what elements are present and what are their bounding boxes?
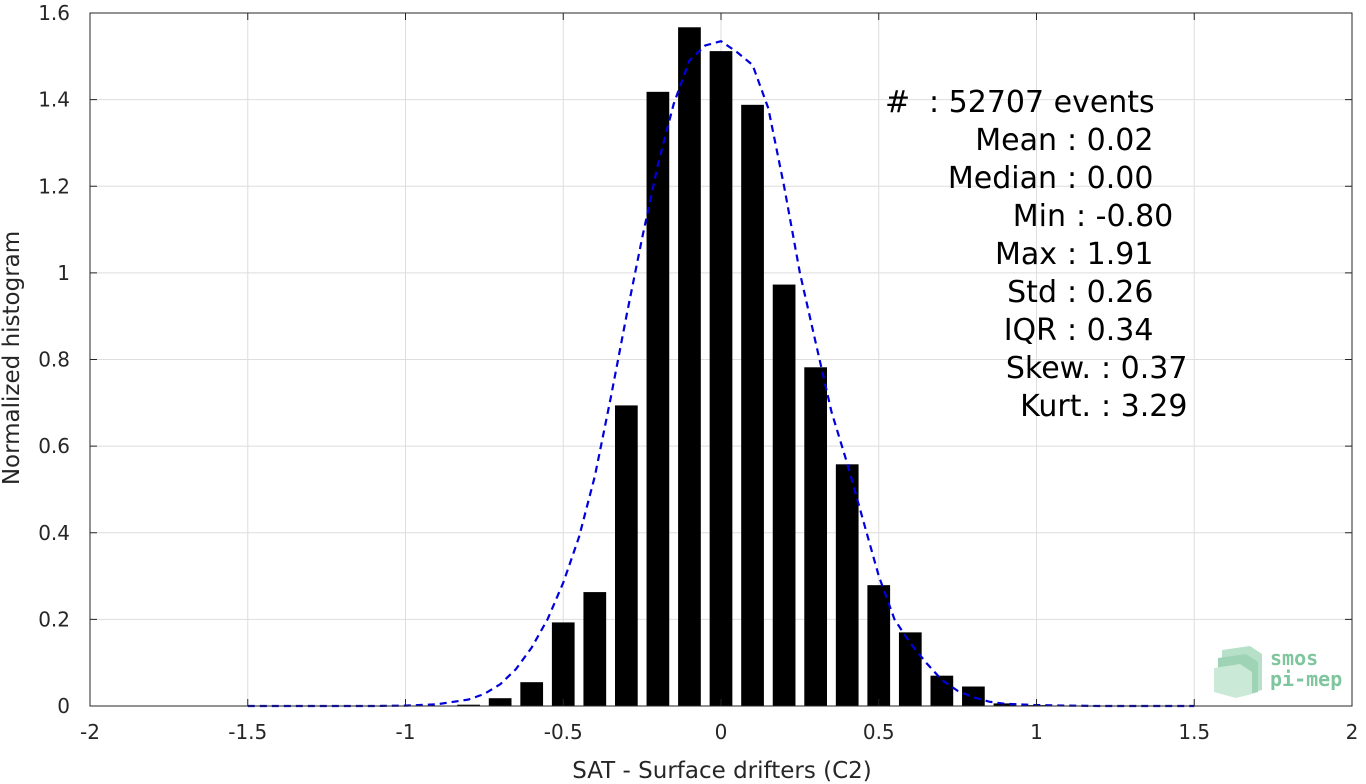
stat-mean-label: Mean [975,123,1057,158]
x-tick-label: -2 [80,720,100,744]
y-tick-label: 1.2 [38,174,70,198]
y-tick-label: 1.6 [38,1,70,25]
x-tick-label: -0.5 [544,720,583,744]
histogram-bar [930,675,954,706]
stat-iqr-value: : 0.34 [1067,313,1153,348]
y-tick-label: 0 [57,694,70,718]
x-tick-label: 1 [1030,720,1043,744]
stat-std-value: : 0.26 [1067,275,1153,310]
histogram-bars [457,27,1048,707]
histogram-bar [835,464,859,706]
smos-pi-mep-logo: smos pi-mep [1214,646,1342,698]
x-tick-label: -1.5 [228,720,267,744]
stat-skew-label: Skew. [1006,351,1091,386]
stat-median-label: Median [948,161,1057,196]
y-tick-label: 0.8 [38,348,70,372]
logo-text-smos: smos [1270,646,1318,670]
stat-std-label: Std [1007,275,1057,310]
stat-mean-value: : 0.02 [1067,123,1153,158]
statistics-annotation: # : 52707 events Mean : 0.02 Median : 0.… [885,85,1187,424]
axis-ticks: -2 -1.5 -1 -0.5 0 0.5 1 1.5 2 0 0.2 0.4 0.6 0.8 1 1.2 1.… [38,1,1358,744]
histogram-bar [709,51,733,707]
histogram-bar [772,284,796,706]
histogram-bar [457,704,480,706]
stat-count-value: : 52707 events [929,85,1155,120]
stat-min-value: : -0.80 [1076,199,1173,234]
x-tick-label: 0 [715,720,728,744]
x-tick-label: 0.5 [863,720,895,744]
stat-median-value: : 0.00 [1067,161,1153,196]
histogram-bar [804,367,828,706]
stat-skew-value: : 0.37 [1101,351,1187,386]
histogram-bar [488,698,512,706]
stat-kurt-label: Kurt. [1020,389,1091,424]
stat-max-value: : 1.91 [1067,237,1153,272]
stat-max-label: Max [995,237,1057,272]
y-tick-label: 0.4 [38,521,70,545]
x-tick-label: 2 [1346,720,1359,744]
histogram-bar [551,622,575,706]
histogram-bar [678,27,701,706]
x-tick-label: -1 [396,720,416,744]
y-tick-label: 1.4 [38,88,70,112]
stat-iqr-label: IQR [1004,313,1057,348]
fit-curve [247,40,1195,708]
histogram-bar [993,703,1017,706]
logo-text-pi-mep: pi-mep [1270,667,1342,691]
stat-count-label: # [885,85,910,120]
histogram-bar [614,405,638,706]
y-tick-label: 1 [57,261,70,285]
histogram-bar [520,682,544,706]
y-tick-label: 0.2 [38,607,70,631]
stat-min-label: Min [1013,199,1066,234]
x-tick-label: 1.5 [1178,720,1210,744]
y-axis-label: Normalized histogram [0,231,25,485]
stat-kurt-value: : 3.29 [1101,389,1187,424]
histogram-bar [962,686,985,706]
histogram-bar [741,104,764,706]
histogram-bar [583,592,607,706]
logo-waves-icon [1214,646,1262,698]
x-axis-label: SAT - Surface drifters (C2) [572,758,872,784]
histogram-bar [646,91,670,707]
y-tick-label: 0.6 [38,434,70,458]
histogram-bar [867,585,891,706]
histogram-bar [898,632,922,706]
